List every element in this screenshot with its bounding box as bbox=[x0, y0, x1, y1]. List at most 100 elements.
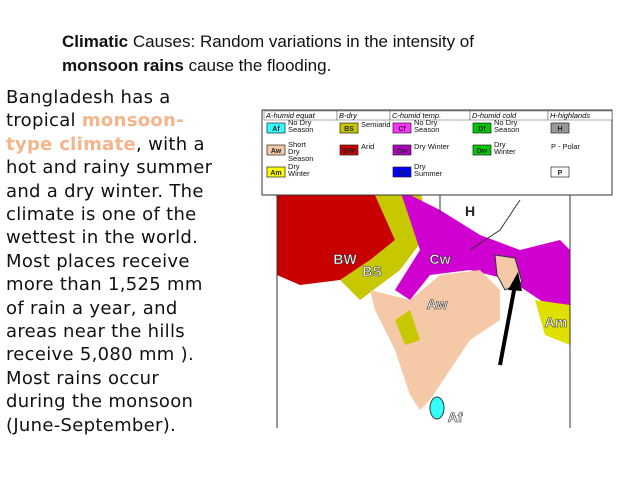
legend-swatch bbox=[392, 144, 412, 156]
text-line: tropical monsoon- bbox=[6, 109, 212, 132]
map bbox=[276, 190, 571, 428]
legend-code: Cf bbox=[398, 126, 406, 133]
legend-column-title: C-humid temp. bbox=[392, 111, 441, 120]
text-line: hot and rainy summer bbox=[6, 156, 212, 179]
text-segment: , with a bbox=[136, 133, 205, 155]
legend-label: Season bbox=[288, 125, 313, 134]
legend-code: BS bbox=[344, 126, 354, 133]
legend-label: Summer bbox=[414, 169, 443, 178]
header-bold: monsoon rains bbox=[62, 56, 184, 75]
map-label: BW bbox=[333, 251, 357, 267]
legend-label: Dry bbox=[414, 162, 426, 171]
legend-code: P bbox=[558, 170, 563, 177]
legend-swatch bbox=[472, 122, 492, 134]
legend-swatch bbox=[339, 122, 359, 134]
legend-code: BW bbox=[343, 148, 355, 155]
legend-column-title: B-dry bbox=[339, 111, 358, 120]
legend-label: Short bbox=[288, 140, 307, 149]
text-line: wettest in the world. bbox=[6, 226, 212, 249]
map-label: Aw bbox=[427, 296, 448, 312]
header-bold: Climatic bbox=[62, 32, 129, 51]
legend-swatch bbox=[392, 166, 412, 178]
legend-column-title: H-highlands bbox=[550, 111, 590, 120]
legend-label: Season bbox=[414, 125, 439, 134]
legend-label: P - Polar bbox=[551, 142, 581, 151]
text-line: Most places receive bbox=[6, 250, 212, 273]
legend-code: H bbox=[557, 126, 562, 133]
text-line: type climate, with a bbox=[6, 133, 212, 156]
text-line: receive 5,080 mm ). bbox=[6, 343, 212, 366]
text-line: and a dry winter. The bbox=[6, 180, 212, 203]
legend-swatch bbox=[392, 122, 412, 134]
text-line: climate is one of the bbox=[6, 203, 212, 226]
text-segment: receive 5,080 mm ). bbox=[6, 344, 194, 366]
text-segment: monsoon- bbox=[81, 110, 184, 132]
legend-column-title: A-humid equat bbox=[265, 111, 316, 120]
text-segment: during the monsoon bbox=[6, 391, 194, 413]
legend-label: Semiarid bbox=[361, 120, 391, 129]
text-segment: type climate bbox=[6, 133, 137, 155]
text-segment: more than 1,525 mm bbox=[6, 274, 203, 296]
legend-swatch bbox=[550, 122, 570, 134]
legend-swatch bbox=[339, 144, 359, 156]
map-label: Af bbox=[448, 409, 463, 425]
zone-bw bbox=[277, 190, 395, 285]
arrow-head bbox=[508, 272, 522, 291]
zone-am bbox=[535, 300, 570, 345]
text-segment: Most rains occur bbox=[6, 367, 160, 389]
text-line: of rain a year, and bbox=[6, 297, 212, 320]
legend-label: Dry bbox=[288, 162, 300, 171]
sri-lanka bbox=[429, 396, 445, 420]
legend-label: Season bbox=[288, 154, 313, 163]
legend-code: Cs bbox=[398, 170, 407, 177]
text-line: Most rains occur bbox=[6, 367, 212, 390]
legend-label: No Dry bbox=[288, 118, 312, 127]
legend-code: Am bbox=[270, 170, 281, 177]
legend-swatch bbox=[266, 166, 286, 178]
zone-bs bbox=[330, 190, 430, 300]
legend-label: Dry bbox=[494, 140, 506, 149]
body-text: Bangladesh has a tropical monsoon-type cl… bbox=[6, 86, 212, 437]
legend-code: Df bbox=[478, 126, 486, 133]
text-segment: tropical bbox=[6, 110, 82, 132]
legend-code: Cw bbox=[397, 148, 408, 155]
legend-label: Dry bbox=[288, 147, 300, 156]
map-label: Cw bbox=[430, 251, 451, 267]
text-line: during the monsoon bbox=[6, 390, 212, 413]
arrow bbox=[498, 284, 517, 366]
header: Climatic Causes: Random variations in th… bbox=[62, 30, 474, 78]
text-segment: climate is one of the bbox=[6, 204, 197, 226]
zone-bs-south bbox=[395, 310, 420, 345]
text-segment: (June-September). bbox=[6, 414, 177, 436]
legend-label: Winter bbox=[288, 169, 310, 178]
legend-swatch bbox=[472, 144, 492, 156]
text-segment: areas near the hills bbox=[6, 321, 185, 343]
map-label: H bbox=[465, 203, 475, 219]
legend-header bbox=[547, 110, 613, 121]
legend-code: Aw bbox=[271, 148, 282, 155]
legend-code: Af bbox=[272, 126, 280, 133]
legend-swatch bbox=[266, 122, 286, 134]
map-label: Am bbox=[545, 314, 568, 330]
legend-label: No Dry bbox=[494, 118, 518, 127]
legend-label: No Dry bbox=[414, 118, 438, 127]
header-text: Causes: Random variations in the intensi… bbox=[128, 32, 474, 51]
header-line: Climatic Causes: Random variations in th… bbox=[62, 30, 474, 54]
zone-cw bbox=[395, 190, 570, 320]
legend-label: Winter bbox=[494, 147, 516, 156]
text-segment: of rain a year, and bbox=[6, 297, 178, 319]
text-segment: wettest in the world. bbox=[6, 227, 199, 249]
legend-swatch bbox=[266, 144, 286, 156]
text-segment: hot and rainy summer bbox=[6, 157, 213, 179]
legend-column-title: D-humid cold bbox=[472, 111, 517, 120]
text-segment: Bangladesh has a bbox=[6, 87, 171, 108]
legend-label: Arid bbox=[361, 142, 374, 151]
text-line: more than 1,525 mm bbox=[6, 273, 212, 296]
header-text: cause the flooding. bbox=[183, 56, 332, 75]
legend-label: Season bbox=[494, 125, 519, 134]
zone-aw bbox=[370, 270, 500, 410]
text-segment: and a dry winter. The bbox=[6, 180, 204, 202]
map-label: BS bbox=[362, 263, 381, 279]
